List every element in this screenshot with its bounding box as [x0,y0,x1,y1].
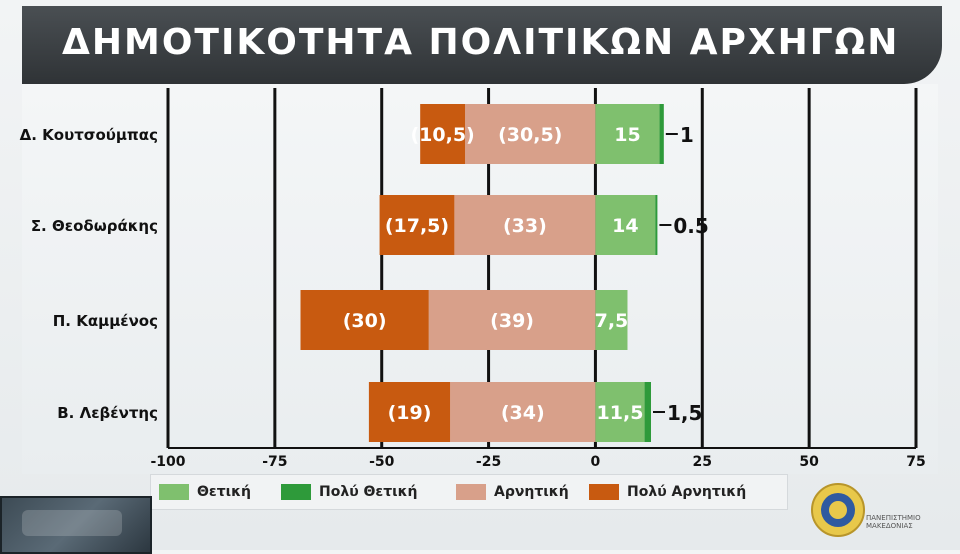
bar-very-negative [420,104,466,164]
university-name-line2: ΜΑΚΕΔΟΝΙΑΣ [866,522,913,530]
legend-label-very-positive: Πολύ Θετική [319,484,418,500]
x-tick-label: -50 [369,454,395,470]
data-label-very-negative: (10,5) [410,124,474,146]
data-label-very-negative: (30) [343,310,387,332]
data-label-very-positive: 0.5 [673,214,708,238]
title-bar: ΔΗΜΟΤΙΚΟΤΗΤΑ ΠΟΛΙΤΙΚΩΝ ΑΡΧΗΓΩΝ [22,6,942,84]
x-tick-label: 75 [906,454,925,470]
data-label-negative: (34) [501,402,545,424]
bar-negative [454,195,596,255]
bar-negative [428,290,596,350]
legend-label-very-negative: Πολύ Αρνητική [627,484,747,500]
channel-logo [0,496,152,554]
data-label-very-negative: (19) [388,402,432,424]
x-tick-label: -100 [150,454,185,470]
bar-very-positive [655,195,658,255]
bar-positive [595,382,645,442]
legend-item-negative: Αρνητική [456,483,569,501]
category-label: Σ. Θεοδωράκης [31,217,158,235]
university-name-line1: ΠΑΝΕΠΙΣΤΗΜΙΟ [866,514,921,522]
x-tick-label: 50 [799,454,819,470]
data-label-very-negative: (17,5) [385,215,449,237]
data-label-positive: 11,5 [597,402,644,424]
chart: -100 -75 -50 -25 0 25 50 75 Δ. Κουτσούμπας (30,5)… [20,88,926,470]
chart-title: ΔΗΜΟΤΙΚΟΤΗΤΑ ΠΟΛΙΤΙΚΩΝ ΑΡΧΗΓΩΝ [62,22,900,63]
data-label-negative: (39) [490,310,534,332]
bar-positive [595,195,656,255]
legend-label-positive: Θετική [197,484,251,500]
legend: Θετική Πολύ Θετική Αρνητική Πολύ Αρνητικ… [150,474,788,510]
data-label-very-positive: 1 [680,123,694,147]
x-tick-label: 0 [591,454,601,470]
bar-very-positive [659,104,664,164]
legend-item-very-negative: Πολύ Αρνητική [589,483,746,501]
legend-swatch-very-negative [589,484,619,500]
category-label: Δ. Κουτσούμπας [20,126,158,144]
bar-negative [465,104,596,164]
data-label-very-positive: 1,5 [667,401,702,425]
bar-very-positive [644,382,651,442]
channel-logo-mark [22,510,122,536]
university-name: ΠΑΝΕΠΙΣΤΗΜΙΟ ΜΑΚΕΔΟΝΙΑΣ [866,514,921,530]
legend-swatch-very-positive [281,484,311,500]
data-label-negative: (33) [503,215,547,237]
bar-very-negative [368,382,451,442]
category-label: Β. Λεβέντης [57,404,158,422]
data-label-negative: (30,5) [498,124,562,146]
category-label: Π. Καμμένος [53,312,158,330]
bar-very-negative [379,195,455,255]
legend-item-positive: Θετική [159,483,251,501]
university-seal-icon [811,483,865,537]
data-label-positive: 15 [614,124,640,146]
legend-swatch-negative [456,484,486,500]
x-tick-label: -75 [262,454,287,470]
data-label-positive: 14 [612,215,638,237]
bar-positive [595,104,660,164]
x-tick-label: -25 [476,454,501,470]
bar-negative [450,382,596,442]
x-tick-label: 25 [693,454,712,470]
legend-item-very-positive: Πολύ Θετική [281,483,418,501]
legend-swatch-positive [159,484,189,500]
legend-label-negative: Αρνητική [494,484,569,500]
bar-very-negative [300,290,429,350]
bar-positive [595,290,628,350]
data-label-positive: 7,5 [595,310,629,332]
